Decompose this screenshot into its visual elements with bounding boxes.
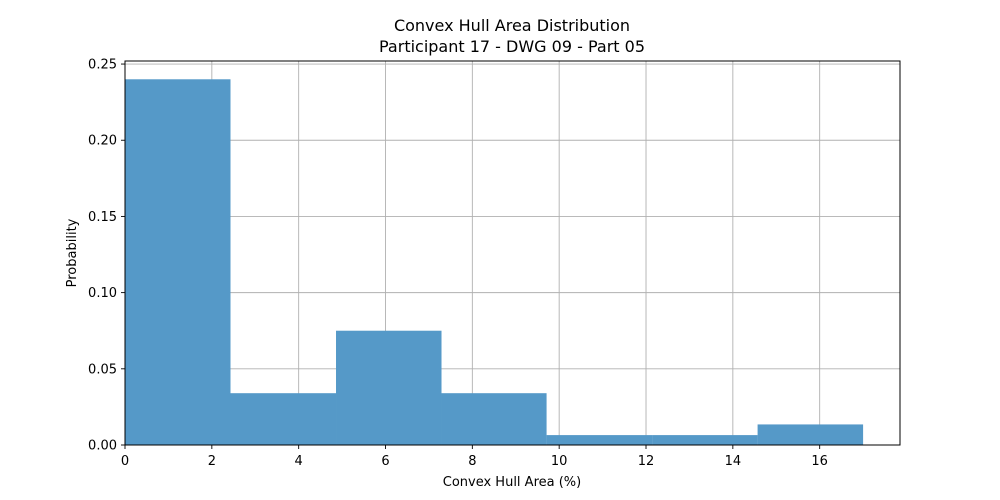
histogram-bar <box>336 330 442 445</box>
x-tick-label: 16 <box>811 454 828 469</box>
x-tick-label: 14 <box>725 454 742 469</box>
x-tick-label: 0 <box>121 454 129 469</box>
x-tick-label: 4 <box>295 454 303 469</box>
y-tick-label: 0.15 <box>88 210 117 225</box>
x-tick-label: 8 <box>468 454 476 469</box>
y-tick-label: 0.00 <box>88 439 117 454</box>
y-tick-label: 0.20 <box>88 134 117 149</box>
axis-ticks: 0 2 4 6 8 10 12 14 16 0.00 0.05 0.10 0.15 0.20 0.25 <box>88 58 828 469</box>
histogram-bar <box>441 393 547 445</box>
y-tick-label: 0.25 <box>88 58 117 73</box>
histogram-bar <box>230 393 337 445</box>
plot-frame <box>124 60 901 446</box>
grid-lines <box>124 61 900 446</box>
histogram-bar <box>546 435 653 445</box>
x-tick-label: 6 <box>381 454 389 469</box>
y-tick-label: 0.05 <box>88 362 117 377</box>
chart-title: Convex Hull Area Distribution <box>394 16 630 35</box>
y-tick-label: 0.10 <box>88 286 117 301</box>
x-tick-label: 12 <box>638 454 655 469</box>
x-axis-label: Convex Hull Area (%) <box>443 475 581 490</box>
histogram-bar <box>125 79 231 446</box>
y-axis-label: Probability <box>65 218 80 287</box>
chart-subtitle: Participant 17 - DWG 09 - Part 05 <box>379 37 645 56</box>
histogram-bar <box>652 435 758 445</box>
x-tick-label: 10 <box>551 454 568 469</box>
histogram-bar <box>757 424 864 445</box>
histogram-bars <box>125 79 864 446</box>
x-tick-label: 2 <box>208 454 216 469</box>
